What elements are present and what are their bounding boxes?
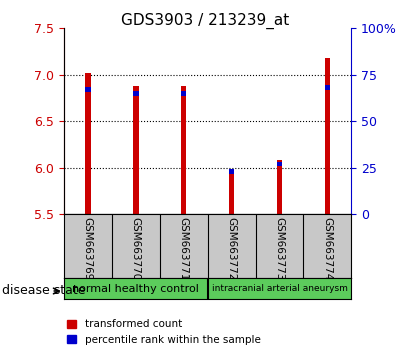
Text: normal healthy control: normal healthy control — [72, 284, 199, 293]
Bar — [229, 174, 234, 214]
Bar — [325, 58, 330, 214]
Bar — [85, 73, 90, 214]
Text: disease state: disease state — [2, 285, 85, 297]
Text: GSM663769: GSM663769 — [83, 217, 92, 281]
Text: GSM663772: GSM663772 — [226, 217, 236, 281]
Bar — [85, 87, 90, 92]
Text: GSM663771: GSM663771 — [179, 217, 189, 281]
Bar — [229, 169, 234, 174]
Bar — [133, 86, 139, 214]
Text: GSM663774: GSM663774 — [323, 217, 332, 281]
Text: GDS3903 / 213239_at: GDS3903 / 213239_at — [121, 12, 290, 29]
Legend: transformed count, percentile rank within the sample: transformed count, percentile rank withi… — [63, 315, 265, 349]
Bar — [277, 162, 282, 166]
Bar — [133, 91, 139, 96]
Text: GSM663773: GSM663773 — [275, 217, 284, 281]
Bar — [64, 278, 208, 299]
Bar — [325, 85, 330, 90]
Bar — [277, 160, 282, 214]
Bar — [208, 278, 351, 299]
Bar — [181, 86, 187, 214]
Text: GSM663770: GSM663770 — [131, 217, 141, 281]
Bar — [181, 91, 187, 96]
Text: intracranial arterial aneurysm: intracranial arterial aneurysm — [212, 284, 347, 293]
